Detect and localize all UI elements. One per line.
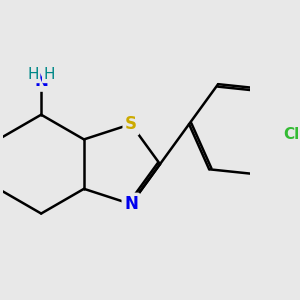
Text: H: H [28,67,39,82]
Text: H: H [43,67,55,82]
Text: N: N [34,72,48,90]
Text: N: N [124,195,138,213]
Text: Cl: Cl [284,128,300,142]
Text: S: S [125,115,137,133]
